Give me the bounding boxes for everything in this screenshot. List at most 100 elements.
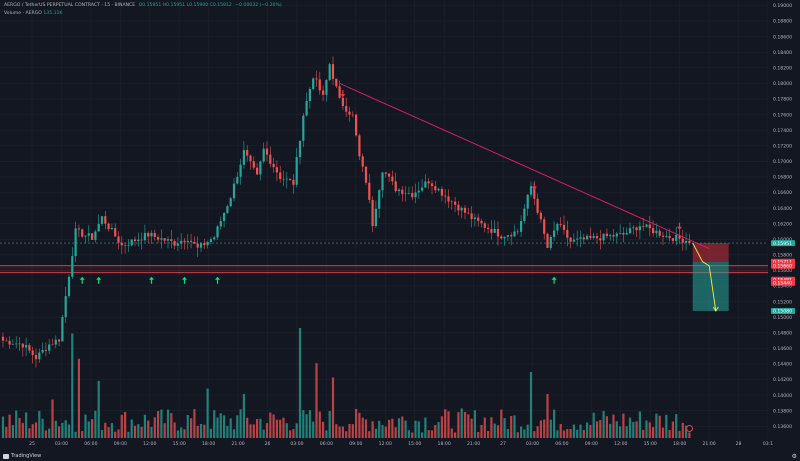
candle-body xyxy=(582,237,585,240)
candle xyxy=(100,216,104,226)
symbol-title[interactable]: AERGO / TetherUS PERPETUAL CONTRACT · 15… xyxy=(4,3,136,8)
candle xyxy=(21,343,24,357)
candle xyxy=(358,133,361,161)
candle xyxy=(213,235,216,241)
time-tick-label: 15:00 xyxy=(644,441,657,447)
candle-body xyxy=(331,64,335,79)
volume-bar xyxy=(183,429,186,438)
candle-body xyxy=(140,239,143,241)
candle xyxy=(477,213,480,227)
candle-body xyxy=(473,217,476,219)
volume-bar xyxy=(157,411,160,438)
volume-bar xyxy=(648,422,651,438)
volume-bar xyxy=(394,427,397,438)
clock-icon[interactable] xyxy=(686,425,693,432)
candle-body xyxy=(285,178,288,180)
candle xyxy=(609,233,612,241)
volume-bar xyxy=(632,422,635,438)
candle xyxy=(97,214,100,232)
candle xyxy=(41,342,44,355)
candle-body xyxy=(430,183,434,187)
volume-bar xyxy=(351,424,354,438)
candle xyxy=(34,348,38,368)
candle xyxy=(665,230,668,239)
candle xyxy=(322,85,325,102)
candle xyxy=(186,233,189,250)
volume-bar xyxy=(315,363,318,438)
time-axis[interactable]: 25 03:00 06:00 09:00 12:00 15:00 18:00 21:00 26 0… xyxy=(0,438,800,461)
candle xyxy=(117,231,120,250)
candle-body xyxy=(289,178,292,180)
candle-body xyxy=(503,236,506,239)
candle-body xyxy=(526,194,529,209)
candle xyxy=(536,193,539,216)
candle-body xyxy=(34,355,38,360)
candle-body xyxy=(602,233,605,241)
volume-bar xyxy=(513,415,516,438)
candle xyxy=(642,217,645,231)
candle-body xyxy=(615,233,618,237)
volume-bar xyxy=(493,423,496,438)
candle xyxy=(252,156,255,171)
candle-body xyxy=(619,232,622,234)
candle xyxy=(496,221,500,246)
price-tick-label: 0.15800 xyxy=(773,253,792,259)
candle-body xyxy=(589,235,592,238)
volume-bar xyxy=(302,410,305,438)
tradingview-logo[interactable]: TradingView xyxy=(3,453,41,459)
volume-bar xyxy=(381,425,384,438)
candle xyxy=(216,224,219,240)
volume-bar xyxy=(483,417,486,438)
volume-bar xyxy=(536,426,539,438)
volume-bar xyxy=(424,417,427,438)
candle-body xyxy=(411,193,414,198)
gear-icon[interactable]: ⚙ xyxy=(791,453,797,460)
volume-bar xyxy=(516,432,519,438)
volume-indicator-legend[interactable]: Volume · AERGO 135.11K xyxy=(4,10,62,17)
volume-bar xyxy=(209,428,212,438)
candle xyxy=(500,234,503,240)
candle xyxy=(529,181,533,197)
candle-body xyxy=(566,229,569,238)
candle-body xyxy=(345,106,348,112)
candle xyxy=(285,172,288,189)
candle-body xyxy=(642,226,645,227)
candle-body xyxy=(351,114,354,116)
price-axis[interactable]: 0.19000 0.18800 0.18600 0.18400 0.18200 0.180… xyxy=(768,0,800,438)
candle xyxy=(104,210,107,230)
candle xyxy=(645,223,648,228)
volume-bar xyxy=(401,416,404,438)
candle-body xyxy=(556,223,559,231)
volume-bar xyxy=(592,412,595,438)
candle xyxy=(328,62,331,82)
candle-body xyxy=(256,167,259,175)
candle-body xyxy=(678,234,681,239)
candle-body xyxy=(394,181,397,192)
volume-bar xyxy=(328,411,331,438)
candle-body xyxy=(384,172,387,174)
price-tick-label: 0.18400 xyxy=(773,50,792,56)
candle xyxy=(140,232,143,250)
candle-body xyxy=(335,78,338,87)
candle-body xyxy=(457,204,460,211)
volume-bar xyxy=(655,413,658,438)
candle xyxy=(74,221,77,263)
candle-body xyxy=(223,213,226,222)
candle xyxy=(265,141,269,162)
candle-body xyxy=(28,345,31,351)
volume-bar xyxy=(467,414,470,438)
down-arrow-head xyxy=(677,226,682,230)
volume-bar xyxy=(18,417,21,438)
volume-bar xyxy=(559,423,562,438)
candle xyxy=(143,224,146,243)
candle-body xyxy=(246,150,249,156)
volume-bar xyxy=(602,410,605,438)
volume-bar xyxy=(295,423,298,438)
candle-body xyxy=(414,192,417,198)
stop-zone xyxy=(692,243,729,262)
up-arrow-marker xyxy=(149,276,154,284)
candle xyxy=(619,224,622,235)
candle xyxy=(411,186,414,200)
candle xyxy=(454,196,457,213)
